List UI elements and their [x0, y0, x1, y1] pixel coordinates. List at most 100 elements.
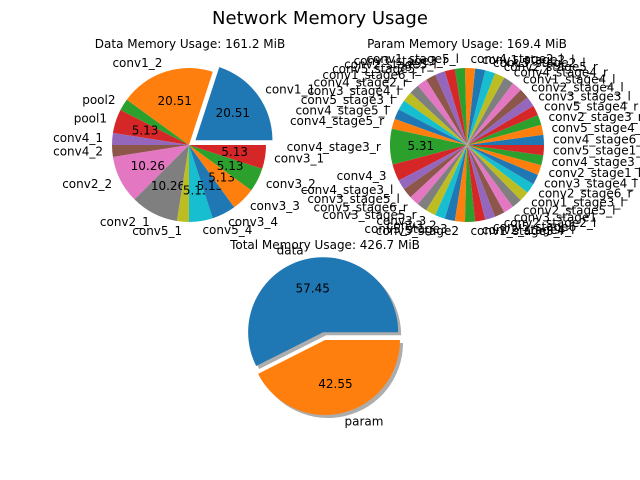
slice-label: conv1_stage4_l	[523, 72, 616, 86]
pie-slice	[126, 68, 213, 145]
slice-label: conv4_stage6_l	[553, 132, 640, 146]
pie-slice	[444, 68, 467, 145]
pie-slice	[189, 145, 235, 219]
pie-slice	[467, 145, 486, 222]
pie-slice	[467, 145, 513, 213]
pie-slice	[417, 145, 467, 211]
pie-slice	[391, 118, 467, 145]
slice-label: conv3_1	[274, 151, 324, 165]
slice-label: conv3_3	[250, 199, 300, 213]
slice-label: conv4_stage4_r	[514, 66, 608, 80]
pie-slice	[467, 145, 542, 175]
slice-label: conv5_stage3	[364, 222, 447, 236]
pie-slice	[467, 89, 528, 145]
slice-percent-label: 5.13	[132, 124, 159, 138]
pie-slice	[467, 73, 505, 145]
slice-label: conv1_1	[265, 83, 315, 97]
pie-slice	[410, 145, 467, 205]
figure-title: Network Memory Usage	[212, 8, 428, 29]
pie-title: Total Memory Usage: 426.7 MiB	[229, 238, 420, 252]
pie-slice	[467, 105, 538, 145]
pie-slice	[112, 132, 189, 145]
pie-slice	[112, 144, 189, 157]
slice-percent-label: 5.13	[208, 171, 235, 185]
slice-label: conv2_stage1_l	[549, 166, 640, 180]
slice-label: conv3_stage3_l	[538, 89, 631, 103]
pie-slice	[404, 145, 467, 198]
pie-slice	[467, 77, 513, 145]
pie-slice	[467, 70, 496, 145]
pie-slice	[392, 145, 467, 181]
param-memory-pie: Param Memory Usage: 169.4 MiBconv4_stage…	[287, 37, 640, 238]
slice-label: conv3_stage1	[514, 210, 597, 224]
pie-slice	[426, 145, 467, 216]
slice-label: conv3_stage3_r	[353, 54, 447, 68]
slice-label: conv5_stage6	[493, 220, 576, 234]
pie-slice	[467, 83, 521, 145]
pie-slice	[189, 145, 252, 208]
slice-percent-label: 10.26	[151, 179, 185, 193]
slice-label: conv4_stage5_l	[295, 103, 388, 117]
slice-percent-label: 5.31	[407, 139, 434, 153]
pie-slice	[112, 145, 189, 200]
pie-slice	[467, 68, 486, 145]
slice-label: conv2_stage2_l	[504, 216, 597, 230]
slice-label: conv3_2	[266, 177, 316, 191]
slice-label: pool2	[82, 93, 115, 107]
slice-label: conv2_1	[100, 215, 150, 229]
slice-label: conv5_stage1_l	[553, 144, 640, 158]
slice-label: conv1_2	[112, 56, 162, 70]
slice-label: conv4_stage3_l	[301, 183, 394, 197]
pie-slice	[467, 124, 544, 145]
pie-slice	[467, 134, 544, 145]
pie-slice	[394, 109, 467, 145]
pie-slice	[467, 145, 544, 166]
slice-label: conv3_stage4_l	[544, 177, 637, 191]
slice-label: conv4_1	[53, 131, 103, 145]
slice-label: conv4_stage5_r	[290, 114, 384, 128]
slice-percent-label: 57.45	[296, 281, 330, 295]
pie-slice	[258, 340, 400, 415]
pie-slice	[464, 145, 476, 222]
slice-percent-label: 42.55	[318, 377, 352, 391]
pie-slice	[398, 145, 467, 190]
slice-label: conv5_stage4_r	[544, 99, 638, 113]
slice-label: conv4_stage3_l	[552, 155, 640, 169]
slice-label: conv4_3	[337, 169, 387, 183]
pie-slice	[454, 68, 467, 145]
slice-label: conv1_stage6_r	[322, 68, 416, 82]
slice-label: conv2_stage4_l	[531, 80, 624, 94]
slice-label: conv2_stage6_r	[538, 187, 632, 201]
slice-percent-label: 20.51	[158, 94, 192, 108]
pie-slice	[467, 145, 538, 185]
pie-slice	[410, 85, 467, 145]
pie-slice	[189, 145, 263, 191]
slice-label: conv3_stage5_r	[322, 208, 416, 222]
slice-label: conv5_stage2_l	[493, 56, 586, 70]
slice-label: conv2_stage3_r	[549, 110, 640, 124]
pie-slice	[134, 145, 189, 222]
slice-label: conv5_stage3_l	[301, 93, 394, 107]
slice-label: conv3_2	[387, 219, 437, 233]
pie-slice	[467, 97, 534, 145]
pie-slice	[444, 145, 467, 222]
pie-slice	[188, 145, 213, 222]
slice-label: conv5_stage2	[376, 224, 459, 238]
pie-slice	[435, 71, 467, 145]
pie-slice	[467, 145, 534, 193]
pie-slice	[390, 128, 467, 165]
pie-slice	[467, 145, 505, 217]
slice-label: conv5_4	[202, 223, 252, 237]
slice-label: conv3_stage4_l	[307, 84, 400, 98]
pie-slice	[189, 145, 266, 169]
pie-slice	[467, 115, 542, 145]
slice-percent-label: 10.26	[131, 159, 165, 173]
pie-slice	[176, 145, 189, 222]
pie-slice	[112, 110, 189, 145]
slice-percent-label: 20.51	[216, 106, 250, 120]
slice-label: conv1_stage5_l	[366, 52, 459, 66]
slice-label: conv5_stage4_l	[552, 121, 640, 135]
slice-label: conv2_stage5_r	[504, 60, 598, 74]
slice-label: conv1_stage2_l	[482, 53, 575, 67]
